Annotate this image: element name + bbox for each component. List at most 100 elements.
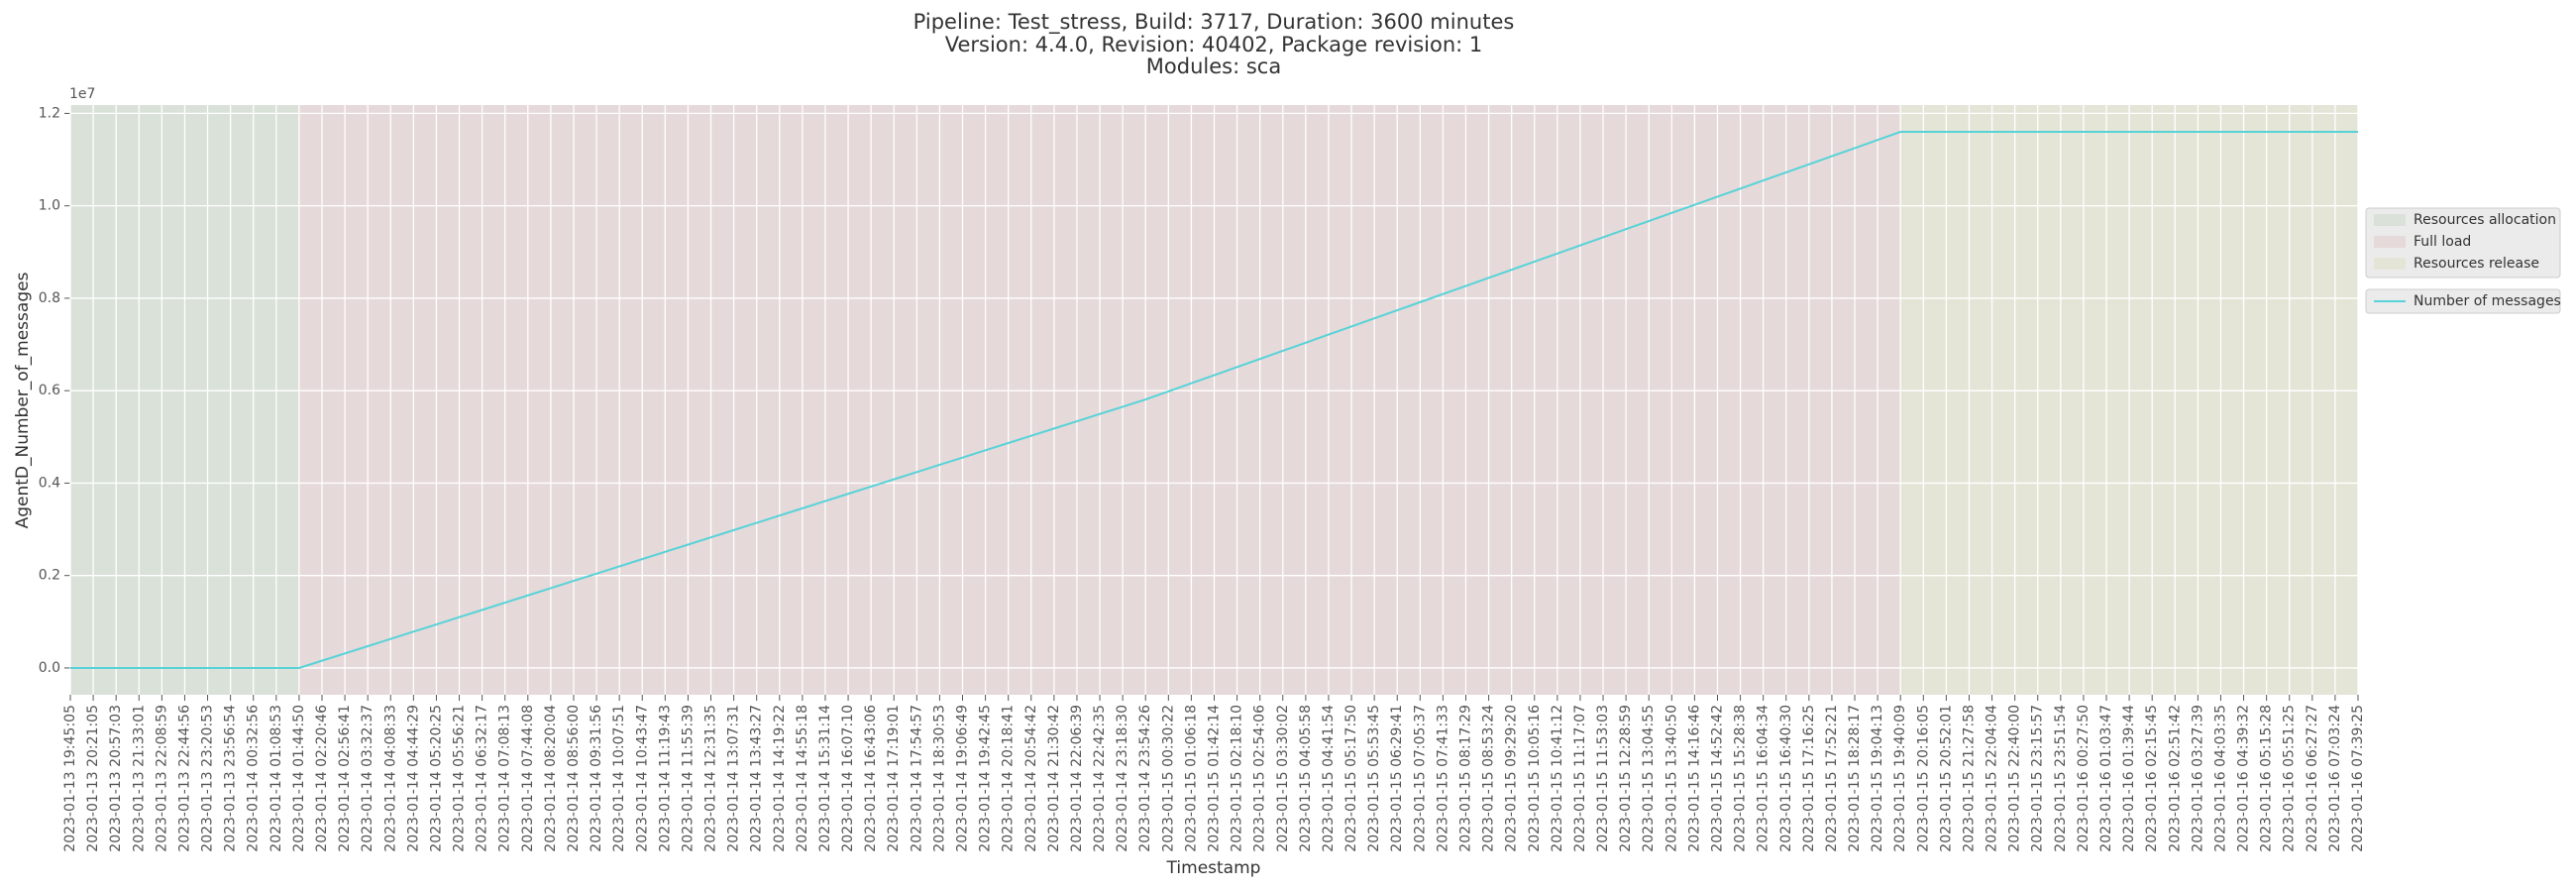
x-tick-label: 2023-01-15 16:40:30: [1778, 705, 1794, 852]
title-line: Modules: sca: [1146, 55, 1281, 78]
x-tick-label: 2023-01-15 03:30:02: [1275, 705, 1291, 852]
x-tick-label: 2023-01-16 05:15:28: [2259, 705, 2275, 852]
x-tick-label: 2023-01-14 23:54:26: [1137, 705, 1153, 852]
x-tick-label: 2023-01-15 22:40:00: [2007, 705, 2023, 852]
x-tick-label: 2023-01-15 16:04:34: [1756, 705, 1771, 852]
x-tick-label: 2023-01-14 02:56:41: [337, 705, 353, 852]
x-tick-label: 2023-01-15 10:05:16: [1527, 705, 1543, 852]
x-tick-label: 2023-01-15 14:16:46: [1686, 705, 1702, 852]
legend-swatch: [2374, 236, 2406, 248]
x-tick-label: 2023-01-15 06:29:41: [1389, 705, 1405, 852]
y-tick-label: 0.8: [39, 290, 60, 306]
x-tick-label: 2023-01-15 23:15:57: [2030, 705, 2046, 852]
x-tick-label: 2023-01-16 06:27:27: [2305, 705, 2320, 852]
x-tick-label: 2023-01-15 13:40:50: [1664, 705, 1679, 852]
x-tick-label: 2023-01-15 20:52:01: [1938, 705, 1954, 852]
title-line: Pipeline: Test_stress, Build: 3717, Dura…: [913, 10, 1515, 35]
x-axis-label: Timestamp: [1166, 858, 1261, 878]
x-tick-label: 2023-01-15 08:17:29: [1457, 705, 1473, 852]
x-tick-label: 2023-01-14 06:32:17: [475, 705, 490, 852]
x-tick-label: 2023-01-15 08:53:24: [1481, 705, 1497, 852]
x-tick-label: 2023-01-15 11:53:03: [1595, 705, 1611, 852]
x-tick-label: 2023-01-15 01:42:14: [1207, 705, 1223, 852]
x-tick-label: 2023-01-14 03:32:37: [360, 705, 376, 852]
x-tick-label: 2023-01-14 22:06:39: [1069, 705, 1085, 852]
x-tick-label: 2023-01-14 08:56:00: [566, 705, 582, 852]
x-tick-label: 2023-01-14 18:30:53: [931, 705, 947, 852]
x-tick-label: 2023-01-15 11:17:07: [1572, 705, 1588, 852]
y-tick-label: 0.4: [39, 475, 60, 491]
x-tick-label: 2023-01-14 07:08:13: [497, 705, 513, 852]
legend-label: Number of messages: [2414, 293, 2561, 309]
x-tick-label: 2023-01-15 18:28:17: [1847, 705, 1863, 852]
x-tick-label: 2023-01-16 01:39:44: [2121, 705, 2137, 852]
x-tick-label: 2023-01-14 12:31:35: [703, 705, 719, 852]
x-tick-label: 2023-01-15 05:17:50: [1343, 705, 1359, 852]
x-tick-label: 2023-01-14 15:31:14: [817, 705, 833, 852]
x-tick-label: 2023-01-14 01:08:53: [268, 705, 284, 852]
x-tick-label: 2023-01-15 01:06:18: [1183, 705, 1199, 852]
x-tick-label: 2023-01-15 04:41:54: [1321, 705, 1337, 852]
x-tick-label: 2023-01-15 21:27:58: [1961, 705, 1977, 852]
x-tick-label: 2023-01-13 23:56:54: [223, 705, 239, 852]
x-tick-label: 2023-01-16 04:39:32: [2236, 705, 2252, 852]
legend-label: Full load: [2414, 234, 2471, 250]
legend-swatch: [2374, 214, 2406, 226]
x-tick-label: 2023-01-14 17:54:57: [909, 705, 924, 852]
x-tick-label: 2023-01-13 19:45:05: [62, 705, 78, 852]
x-tick-label: 2023-01-14 23:18:30: [1115, 705, 1130, 852]
x-tick-label: 2023-01-14 05:20:25: [428, 705, 444, 852]
x-tick-label: 2023-01-13 22:44:56: [176, 705, 192, 852]
x-tick-label: 2023-01-15 14:52:42: [1709, 705, 1725, 852]
x-tick-label: 2023-01-14 21:30:42: [1046, 705, 1062, 852]
x-tick-label: 2023-01-14 09:31:56: [589, 705, 604, 852]
legend-box: [2365, 207, 2561, 279]
x-tick-label: 2023-01-16 07:39:25: [2350, 705, 2366, 852]
x-tick-label: 2023-01-15 12:28:59: [1618, 705, 1634, 852]
x-tick-label: 2023-01-15 15:28:38: [1733, 705, 1749, 852]
x-tick-label: 2023-01-14 17:19:01: [886, 705, 902, 852]
x-tick-label: 2023-01-14 01:44:50: [291, 705, 307, 852]
x-tick-label: 2023-01-14 04:08:33: [382, 705, 398, 852]
x-tick-label: 2023-01-14 11:19:43: [657, 705, 673, 852]
x-tick-label: 2023-01-14 16:07:10: [840, 705, 856, 852]
legend-box: [2365, 288, 2561, 314]
x-tick-label: 2023-01-16 04:03:35: [2212, 705, 2228, 852]
x-tick-label: 2023-01-14 14:19:22: [772, 705, 788, 852]
x-tick-label: 2023-01-16 00:27:50: [2076, 705, 2092, 852]
x-tick-label: 2023-01-15 10:41:12: [1550, 705, 1565, 852]
x-tick-label: 2023-01-15 17:16:25: [1801, 705, 1817, 852]
x-tick-label: 2023-01-15 23:51:54: [2053, 705, 2069, 852]
x-tick-label: 2023-01-14 20:54:42: [1023, 705, 1039, 852]
x-tick-label: 2023-01-13 21:33:01: [131, 705, 147, 852]
x-tick-label: 2023-01-15 05:53:45: [1366, 705, 1382, 852]
title-line: Version: 4.4.0, Revision: 40402, Package…: [945, 33, 1483, 56]
y-axis-label: AgentD_Number_of_messages: [13, 272, 33, 528]
x-tick-label: 2023-01-14 07:44:08: [520, 705, 536, 852]
x-tick-label: 2023-01-13 23:20:53: [200, 705, 216, 852]
x-tick-label: 2023-01-15 20:16:05: [1915, 705, 1931, 852]
x-tick-label: 2023-01-14 08:20:04: [543, 705, 559, 852]
y-tick-label: 0.6: [39, 383, 60, 398]
x-tick-label: 2023-01-16 02:51:42: [2167, 705, 2183, 852]
x-tick-label: 2023-01-15 00:30:22: [1160, 705, 1176, 852]
x-tick-label: 2023-01-15 19:04:13: [1870, 705, 1885, 852]
data-line: [70, 131, 2358, 669]
x-tick-label: 2023-01-15 19:40:09: [1892, 705, 1908, 852]
x-tick-label: 2023-01-14 13:43:27: [749, 705, 765, 852]
x-tick-label: 2023-01-14 20:18:41: [1001, 705, 1017, 852]
x-tick-label: 2023-01-15 02:54:06: [1252, 705, 1268, 852]
x-tick-label: 2023-01-16 05:51:25: [2282, 705, 2298, 852]
x-tick-label: 2023-01-13 20:57:03: [108, 705, 124, 852]
x-tick-label: 2023-01-13 20:21:05: [85, 705, 101, 852]
x-tick-label: 2023-01-14 13:07:31: [726, 705, 742, 852]
y-tick-label: 1.0: [39, 198, 60, 214]
x-tick-label: 2023-01-14 14:55:18: [795, 705, 810, 852]
y-tick-label: 1.2: [39, 105, 60, 121]
x-tick-label: 2023-01-16 07:03:24: [2327, 705, 2343, 852]
x-tick-label: 2023-01-13 22:08:59: [154, 705, 169, 852]
x-tick-label: 2023-01-16 01:03:47: [2098, 705, 2114, 852]
x-tick-label: 2023-01-15 07:05:37: [1412, 705, 1428, 852]
x-tick-label: 2023-01-14 10:07:51: [611, 705, 627, 852]
